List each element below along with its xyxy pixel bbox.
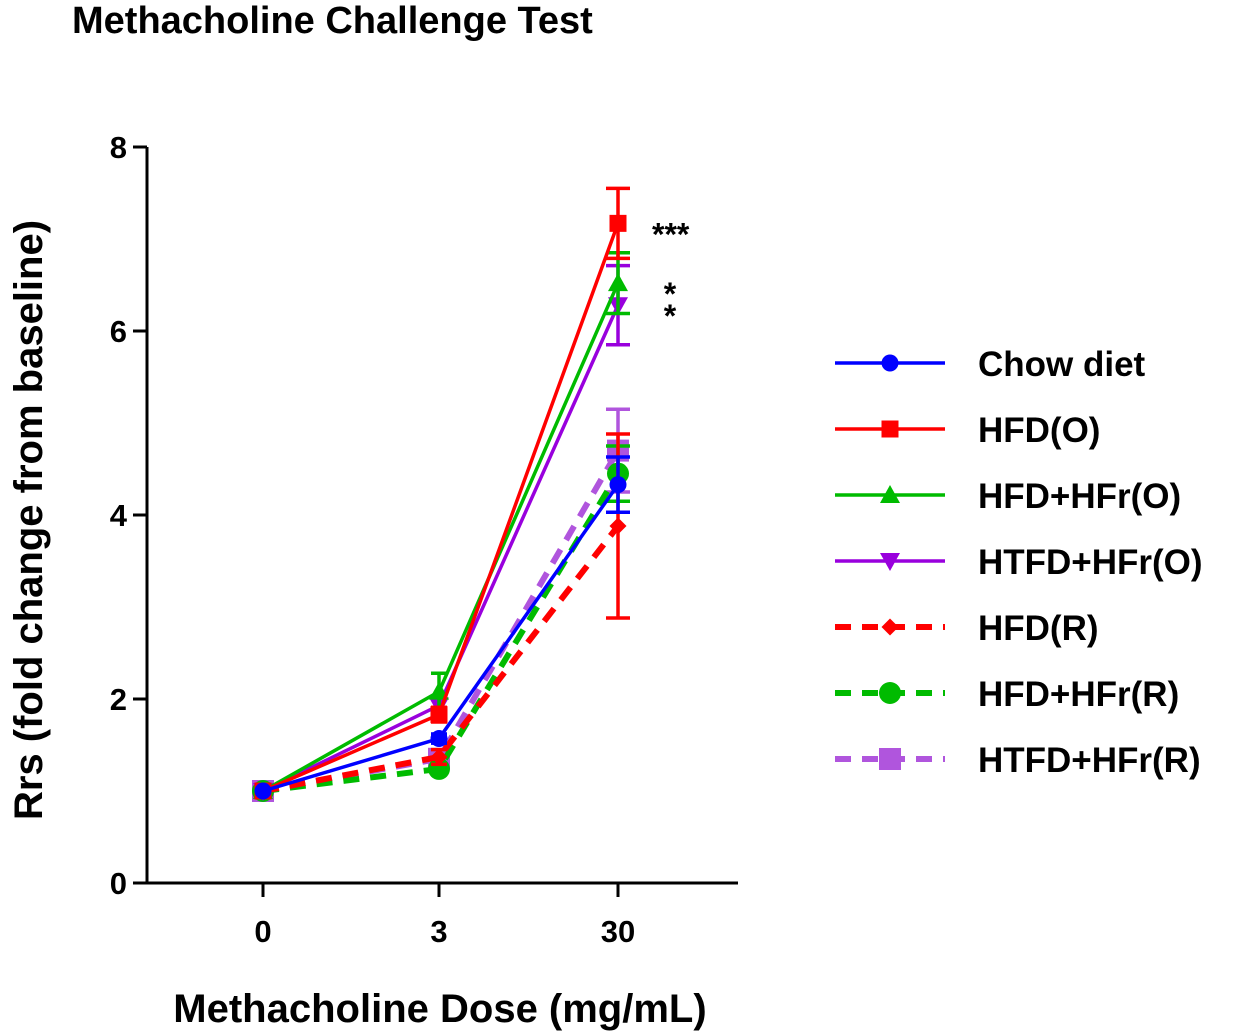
data-point: [430, 730, 448, 748]
data-point: [880, 553, 900, 571]
significance-annotation: *: [664, 276, 677, 312]
data-point: [430, 706, 448, 724]
data-point: [429, 681, 449, 700]
data-point: [879, 682, 901, 704]
legend-label: HFD+HFr(R): [978, 675, 1179, 714]
y-tick-label: 2: [110, 682, 127, 717]
data-point: [881, 420, 899, 438]
legend-item: HFD(O): [835, 411, 1100, 450]
series-hfd-hfr-o: [253, 251, 630, 799]
data-point: [430, 748, 448, 766]
significance-annotation: ***: [652, 216, 690, 252]
legend-item: Chow diet: [835, 345, 1146, 384]
x-tick-label: 30: [601, 914, 635, 949]
data-point: [609, 517, 627, 535]
legend-item: HFD+HFr(R): [835, 675, 1179, 714]
legend-label: HTFD+HFr(O): [978, 543, 1203, 582]
series-layer: [252, 186, 630, 802]
legend-label: HFD(O): [978, 411, 1100, 450]
data-point: [880, 485, 900, 503]
x-axis: 0 3 30: [145, 881, 738, 949]
y-tick-label: 8: [110, 130, 127, 165]
y-axis: 0 2 4 6 8: [110, 130, 149, 901]
legend-label: Chow diet: [978, 345, 1146, 384]
x-tick-label: 0: [254, 914, 271, 949]
data-point: [609, 476, 627, 494]
x-axis-label: Methacholine Dose (mg/mL): [173, 987, 706, 1031]
data-point: [881, 618, 899, 636]
series-hfd-o: [254, 186, 630, 800]
legend-label: HTFD+HFr(R): [978, 741, 1201, 780]
data-point: [608, 273, 628, 292]
series-chow-diet: [254, 455, 630, 800]
series-line: [262, 222, 620, 793]
chart-title: Methacholine Challenge Test: [72, 0, 593, 42]
legend-item: HTFD+HFr(R): [835, 741, 1201, 780]
legend-label: HFD+HFr(O): [978, 477, 1181, 516]
legend-item: HTFD+HFr(O): [835, 543, 1203, 582]
y-tick-label: 4: [110, 498, 128, 533]
y-tick-label: 0: [110, 866, 127, 901]
data-point: [609, 214, 627, 232]
data-point: [879, 748, 901, 770]
series-line: [262, 524, 621, 794]
legend-item: HFD+HFr(O): [835, 477, 1181, 516]
significance-annotation: *: [664, 298, 677, 334]
legend: Chow diet HFD(O) HFD+HFr(O) HTFD+HFr(O) HFD(…: [835, 345, 1203, 780]
x-tick-label: 3: [430, 914, 447, 949]
data-point: [881, 354, 899, 372]
legend-item: HFD(R): [835, 609, 1099, 648]
data-point: [254, 782, 272, 800]
y-axis-label: Rrs (fold change from baseline): [7, 220, 51, 820]
y-tick-label: 6: [110, 314, 127, 349]
annotation-layer: *****: [652, 216, 690, 334]
legend-label: HFD(R): [978, 609, 1099, 648]
